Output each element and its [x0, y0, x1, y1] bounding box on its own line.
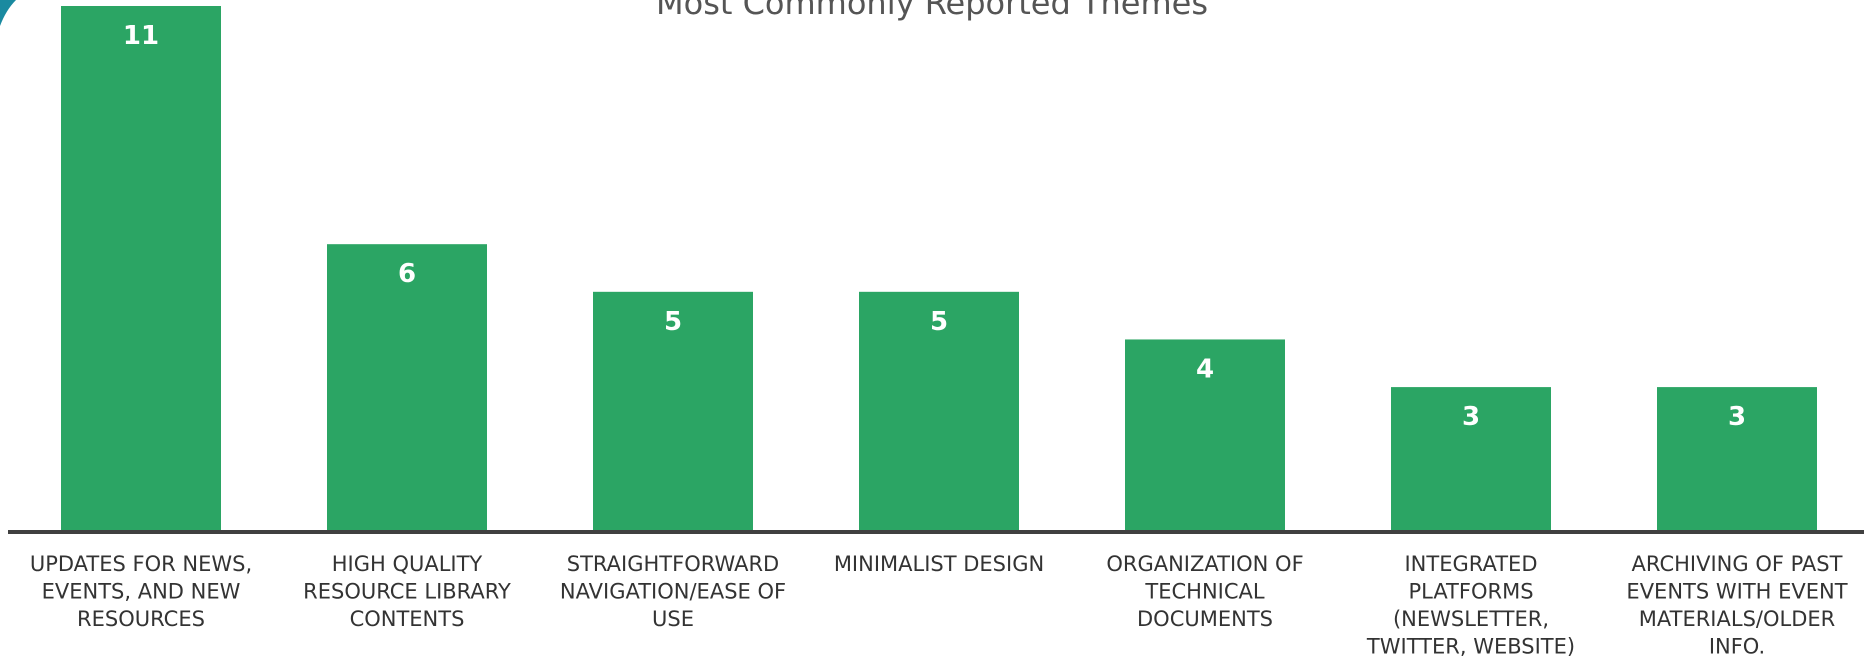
bar-4 [859, 291, 1019, 530]
category-label-line: INFO. [1709, 635, 1765, 659]
bars-group: 11 6 5 5 4 3 3 [61, 6, 1817, 530]
category-label-line: TECHNICAL [1144, 580, 1264, 604]
bar-value-label-1: 11 [123, 21, 159, 51]
category-label-line: EVENTS WITH EVENT [1626, 580, 1847, 604]
category-label-6: INTEGRATED PLATFORMS (NEWSLETTER, TWITTER, … [1366, 552, 1575, 659]
bar-value-label-7: 3 [1728, 402, 1746, 432]
category-label-3: STRAIGHTFORWARD NAVIGATION/EASE OF USE [560, 552, 786, 631]
category-label-line: STRAIGHTFORWARD [567, 552, 779, 576]
category-label-4: MINIMALIST DESIGN [834, 552, 1044, 576]
category-label-line: MINIMALIST DESIGN [834, 552, 1044, 576]
bar-value-label-6: 3 [1462, 402, 1480, 432]
category-label-line: RESOURCE LIBRARY [303, 580, 511, 604]
category-label-line: INTEGRATED [1404, 552, 1537, 576]
category-label-line: HIGH QUALITY [332, 552, 483, 576]
category-label-line: USE [652, 607, 694, 631]
bar-1 [61, 6, 221, 530]
category-label-line: (NEWSLETTER, [1393, 607, 1549, 631]
bar-7 [1657, 387, 1817, 530]
category-label-line: ARCHIVING OF PAST [1632, 552, 1843, 576]
category-label-line: ORGANIZATION OF [1106, 552, 1303, 576]
corner-accent-shape [0, 0, 16, 26]
category-label-line: NAVIGATION/EASE OF [560, 580, 786, 604]
category-label-line: DOCUMENTS [1137, 607, 1273, 631]
bar-5 [1125, 339, 1285, 530]
bar-3 [593, 291, 753, 530]
category-label-line: EVENTS, AND NEW [42, 580, 241, 604]
bar-value-label-2: 6 [398, 259, 416, 289]
category-label-line: CONTENTS [350, 607, 465, 631]
category-label-line: RESOURCES [77, 607, 205, 631]
chart-title: Most Commonly Reported Themes [656, 0, 1208, 22]
bar-value-label-4: 5 [930, 307, 948, 337]
category-label-1: UPDATES FOR NEWS, EVENTS, AND NEW RESOURCE… [30, 552, 252, 631]
category-label-line: PLATFORMS [1408, 580, 1533, 604]
bar-6 [1391, 387, 1551, 530]
bar-2 [327, 244, 487, 530]
bar-value-label-5: 4 [1196, 354, 1214, 384]
category-label-5: ORGANIZATION OF TECHNICAL DOCUMENTS [1106, 552, 1303, 631]
category-label-line: UPDATES FOR NEWS, [30, 552, 252, 576]
category-label-line: TWITTER, WEBSITE) [1366, 635, 1575, 659]
category-labels-group: UPDATES FOR NEWS, EVENTS, AND NEW RESOURCE… [30, 552, 1848, 659]
category-label-line: MATERIALS/OLDER [1639, 607, 1835, 631]
category-label-7: ARCHIVING OF PAST EVENTS WITH EVENT MATERI… [1626, 552, 1847, 659]
category-label-2: HIGH QUALITY RESOURCE LIBRARY CONTENTS [303, 552, 511, 631]
bar-value-label-3: 5 [664, 307, 682, 337]
